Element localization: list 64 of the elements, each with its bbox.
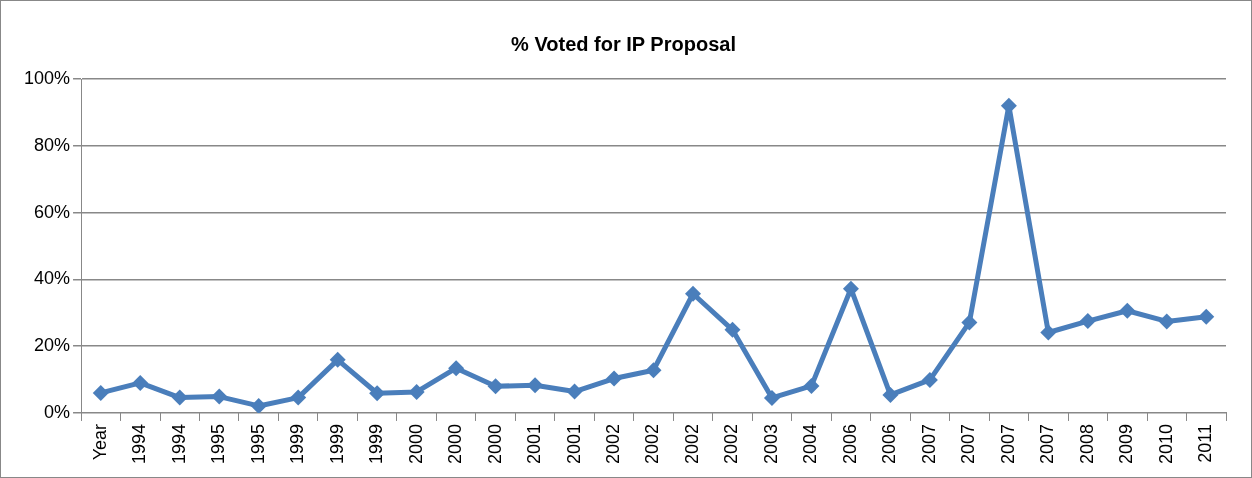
x-tick-label: 2003 — [760, 423, 781, 464]
x-tick-label: 2007 — [958, 423, 979, 464]
point — [645, 362, 662, 379]
point — [1198, 308, 1215, 325]
point — [1158, 313, 1175, 330]
chart-title: % Voted for IP Proposal — [511, 32, 736, 55]
x-tick-label: Year — [89, 423, 110, 461]
point — [290, 389, 307, 406]
x-tick-label: 2010 — [1155, 423, 1176, 464]
x-tick-label: 1999 — [287, 423, 308, 464]
point — [803, 377, 820, 394]
point — [724, 321, 741, 338]
x-tick-label: 1995 — [247, 423, 268, 464]
x-tick-label: 1995 — [208, 423, 229, 464]
x-tick-label: 2006 — [879, 423, 900, 464]
x-tick-label: 2002 — [642, 423, 663, 464]
point — [408, 383, 425, 400]
point — [211, 388, 228, 405]
x-tick-label: 2001 — [524, 423, 545, 464]
x-tick-label: 2009 — [1116, 423, 1137, 464]
x-tick-label: 1999 — [366, 423, 387, 464]
y-tick-label: 80% — [34, 134, 71, 155]
x-tick-label: 2000 — [405, 423, 426, 464]
point — [92, 384, 109, 401]
x-tick-label: 2000 — [484, 423, 505, 464]
point — [171, 389, 188, 406]
point — [1119, 302, 1136, 319]
point — [329, 351, 346, 368]
x-tick-label: 2011 — [1195, 423, 1216, 463]
x-tick-label: 2006 — [839, 423, 860, 464]
x-tick-label: 2000 — [445, 423, 466, 464]
point — [1079, 313, 1096, 330]
x-tick-label: 2002 — [721, 423, 742, 464]
x-tick-label: 2007 — [997, 423, 1018, 464]
x-tick-label: 1994 — [129, 423, 150, 464]
point — [527, 377, 544, 394]
point — [250, 397, 267, 413]
point — [921, 371, 938, 388]
x-tick-label: 2007 — [1037, 423, 1058, 464]
y-tick-label: 20% — [34, 335, 71, 356]
x-tick-label: 2002 — [603, 423, 624, 464]
point — [369, 385, 386, 402]
x-tick-label: 1994 — [168, 423, 189, 464]
x-tick-label: 2004 — [800, 423, 821, 464]
point — [132, 374, 149, 391]
point — [961, 314, 978, 331]
y-tick-label: 100% — [23, 67, 71, 88]
x-tick-label: 1999 — [326, 423, 347, 464]
x-tick-label: 2007 — [918, 423, 939, 464]
x-tick-label: 2001 — [563, 423, 584, 464]
y-tick-label: 40% — [34, 268, 71, 289]
x-tick-label: 2002 — [681, 423, 702, 464]
point — [882, 386, 899, 403]
y-tick-label: 0% — [44, 401, 71, 422]
point — [842, 280, 859, 297]
point — [763, 389, 780, 406]
point — [1040, 324, 1057, 341]
point — [685, 285, 701, 302]
point — [487, 378, 504, 395]
point — [566, 383, 583, 400]
point — [448, 360, 465, 377]
point — [606, 370, 623, 387]
y-tick-label: 60% — [34, 201, 71, 222]
x-tick-label: 2008 — [1076, 423, 1097, 464]
